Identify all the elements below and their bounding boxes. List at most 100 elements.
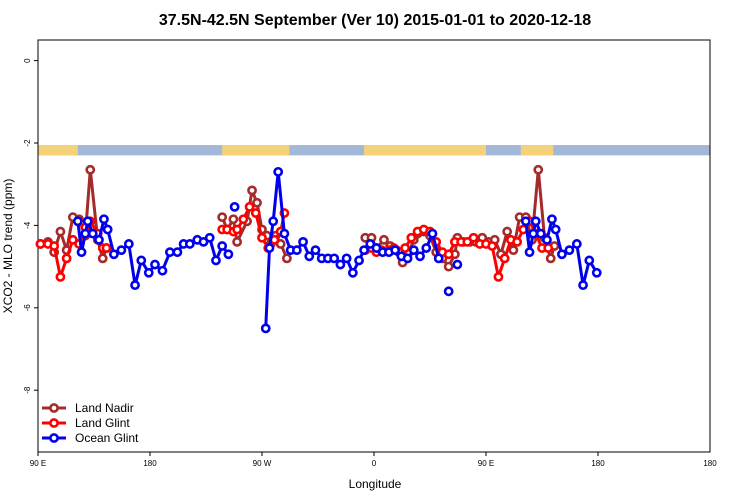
data-point-ocean-glint (184, 239, 195, 249)
data-point-ocean-glint (433, 253, 444, 264)
data-point-land-glint (49, 241, 60, 251)
data-point-ocean-glint (528, 228, 539, 239)
data-point-ocean-glint (279, 228, 290, 239)
y-tick-label: -8 (23, 386, 32, 394)
data-point-ocean-glint (402, 253, 413, 264)
data-point-land-glint (101, 243, 112, 253)
x-tick-label: 90 W (253, 459, 272, 468)
data-point-ocean-glint (260, 323, 271, 334)
data-point-ocean-glint (421, 243, 432, 253)
legend-label: Ocean Glint (75, 431, 139, 445)
y-axis-label: XCO2 - MLO trend (ppm) (1, 179, 15, 314)
x-axis-label: Longitude (349, 477, 402, 491)
chart-title: 37.5N-42.5N September (Ver 10) 2015-01-0… (159, 12, 591, 29)
data-point-ocean-glint (204, 232, 215, 243)
data-point-ocean-glint (584, 255, 595, 266)
data-point-land-nadir (508, 245, 519, 256)
data-point-land-nadir (502, 226, 513, 237)
data-point-ocean-glint (341, 253, 352, 264)
data-point-land-glint (487, 241, 498, 251)
data-point-ocean-glint (547, 214, 557, 225)
data-point-land-nadir (281, 253, 292, 264)
legend-swatch-marker (49, 433, 59, 443)
data-point-ocean-glint (82, 216, 93, 227)
data-point-ocean-glint (143, 267, 154, 278)
data-point-ocean-glint (99, 214, 109, 225)
data-point-ocean-glint (130, 280, 140, 291)
data-point-ocean-glint (172, 247, 183, 258)
data-point-ocean-glint (223, 249, 234, 260)
data-point-land-nadir (533, 164, 544, 175)
data-point-land-glint (244, 201, 255, 212)
x-axis: 90 E 180 90 W 0 90 E 180 180 (30, 452, 717, 468)
data-point-ocean-glint (520, 216, 531, 227)
data-point-ocean-glint (217, 241, 228, 251)
data-point-ocean-glint (165, 247, 175, 258)
data-point-ocean-glint (530, 216, 541, 227)
data-point-ocean-glint (408, 245, 419, 256)
data-point-ocean-glint (304, 251, 315, 262)
data-point-ocean-glint (229, 201, 240, 212)
legend-item-ocean-glint: Ocean Glint (42, 431, 139, 445)
data-point-land-nadir (55, 226, 66, 237)
data-point-ocean-glint (291, 245, 302, 256)
series-layer (35, 164, 602, 334)
data-point-ocean-glint (542, 234, 552, 245)
data-point-ocean-glint (211, 255, 221, 266)
data-point-ocean-glint (94, 234, 104, 245)
legend-label: Land Nadir (75, 401, 134, 415)
legend-swatch-marker (49, 403, 59, 413)
data-point-ocean-glint (335, 259, 346, 270)
data-point-ocean-glint (273, 166, 284, 177)
data-point-land-nadir (545, 253, 556, 264)
data-point-ocean-glint (354, 255, 364, 266)
data-point-land-nadir (379, 234, 389, 245)
data-point-land-nadir (232, 236, 243, 247)
x-tick-label: 180 (143, 459, 157, 468)
data-point-ocean-glint (578, 280, 588, 291)
data-point-ocean-glint (390, 245, 401, 256)
data-point-ocean-glint (76, 247, 87, 258)
data-point-land-glint (232, 224, 243, 235)
data-point-ocean-glint (136, 255, 147, 266)
data-point-ocean-glint (443, 286, 454, 297)
data-point-land-nadir (252, 197, 262, 208)
series-land-glint (35, 201, 554, 282)
data-point-ocean-glint (415, 251, 425, 262)
data-point-land-glint (493, 271, 504, 282)
data-point-ocean-glint (87, 228, 98, 239)
y-axis: 0 -2 -4 -6 -8 (23, 58, 38, 394)
legend-swatch-marker (49, 418, 59, 428)
data-point-ocean-glint (310, 245, 321, 256)
data-point-ocean-glint (427, 228, 438, 239)
y-tick-label: -6 (23, 304, 32, 312)
land-band-3 (520, 145, 554, 156)
data-point-ocean-glint (80, 228, 91, 239)
data-point-ocean-glint (123, 239, 134, 249)
data-point-land-nadir (85, 164, 96, 175)
series-ocean-glint (72, 166, 602, 334)
data-point-land-glint (499, 253, 510, 264)
data-point-land-nadir (443, 261, 454, 272)
legend-item-land-nadir: Land Nadir (42, 401, 134, 415)
data-point-land-glint (238, 214, 249, 225)
y-tick-label: 0 (23, 58, 32, 63)
data-point-ocean-glint (298, 236, 308, 247)
data-point-land-glint (61, 253, 72, 264)
data-point-ocean-glint (264, 243, 275, 253)
data-point-ocean-glint (557, 249, 567, 260)
y-tick-label: -4 (23, 221, 32, 229)
data-point-land-glint (406, 232, 417, 243)
land-ocean-strip (38, 145, 710, 156)
data-point-ocean-glint (72, 216, 83, 227)
data-point-ocean-glint (109, 249, 119, 260)
legend-label: Land Glint (75, 416, 130, 430)
data-point-land-glint (35, 239, 46, 249)
y-tick-label: -2 (23, 139, 32, 147)
data-point-ocean-glint (347, 267, 358, 278)
legend-item-land-glint: Land Glint (42, 416, 130, 430)
data-point-ocean-glint (591, 267, 602, 278)
land-band-1 (222, 145, 290, 156)
